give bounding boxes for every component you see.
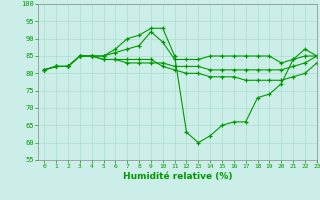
X-axis label: Humidité relative (%): Humidité relative (%) [123,172,232,181]
